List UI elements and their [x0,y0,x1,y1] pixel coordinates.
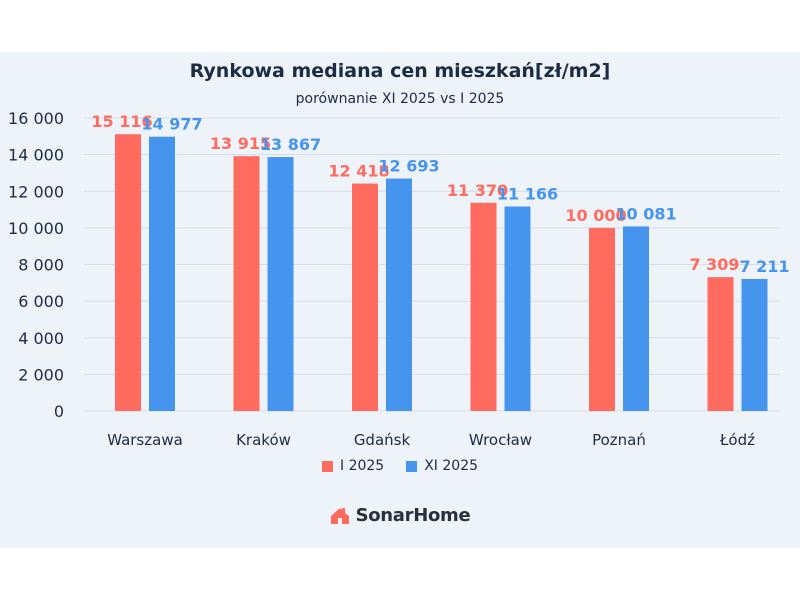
y-tick-label: 6 000 [18,292,64,311]
data-label: 15 116 [91,112,152,131]
y-tick-label: 10 000 [8,219,64,238]
legend-label-i-2025: I 2025 [339,458,385,474]
data-label: 12 418 [328,162,389,181]
y-tick-label: 2 000 [18,365,64,384]
legend-swatch-i-2025 [321,460,333,472]
x-tick-label: Łódź [719,431,755,449]
bar [589,227,615,411]
y-tick-label: 16 000 [8,109,64,128]
legend-item-i-2025: I 2025 [321,458,385,474]
x-tick-label: Wrocław [469,431,532,449]
data-label: 10 000 [565,206,626,225]
bar [386,178,412,411]
y-tick-label: 12 000 [8,182,64,201]
x-tick-label: Kraków [236,431,291,449]
brand-logo: SonarHome [0,505,800,526]
data-label: 11 370 [447,181,508,200]
x-tick-label: Gdańsk [354,431,411,449]
y-tick-label: 4 000 [18,329,64,348]
y-tick-label: 8 000 [18,256,64,275]
data-label: 12 693 [378,157,439,176]
bar [741,278,768,411]
bar [233,156,260,411]
legend: I 2025 XI 2025 [0,458,800,474]
data-label: 10 081 [615,204,676,223]
data-label: 14 977 [141,115,202,134]
bar [352,183,378,411]
data-label: 7 211 [739,257,789,276]
house-icon [330,507,349,524]
data-label: 7 309 [689,255,739,274]
bar [707,277,734,411]
bar [470,202,497,411]
x-tick-label: Poznań [592,431,646,449]
data-label: 11 166 [497,185,558,204]
data-label: 13 915 [210,134,271,153]
bar [267,157,294,411]
legend-label-xi-2025: XI 2025 [424,458,479,474]
bar [504,206,531,411]
bar [623,226,649,411]
legend-item-xi-2025: XI 2025 [406,458,478,474]
y-tick-label: 0 [54,402,64,421]
bar [115,134,141,412]
data-label: 13 867 [260,135,321,154]
chart-subtitle: porównanie XI 2025 vs I 2025 [295,91,505,107]
brand-name: SonarHome [355,505,471,526]
y-tick-label: 14 000 [8,146,64,165]
legend-swatch-xi-2025 [406,460,418,472]
bar [149,136,175,411]
x-tick-label: Warszawa [107,431,183,449]
chart-title: Rynkowa mediana cen mieszkań[zł/m2] [189,60,611,82]
